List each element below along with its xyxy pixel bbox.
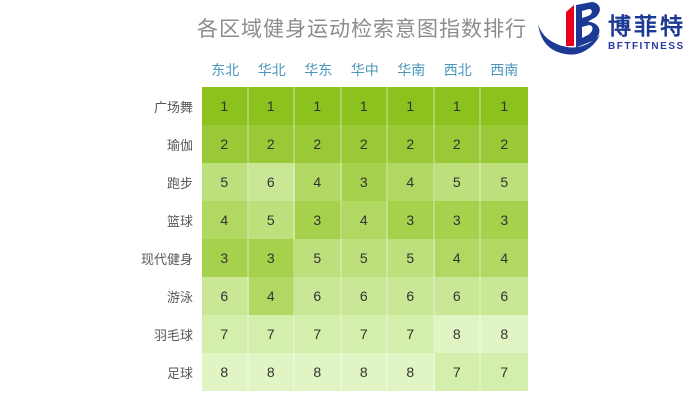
heatmap-cell: 7 [388, 315, 435, 353]
heatmap-cell: 7 [434, 353, 481, 391]
heatmap-cell: 6 [388, 277, 435, 315]
heatmap-cell: 4 [481, 239, 528, 277]
heatmap-cell: 5 [434, 163, 481, 201]
heatmap-cell: 6 [434, 277, 481, 315]
column-header-region: 西南 [490, 61, 519, 78]
heatmap-cell: 3 [481, 201, 528, 239]
brand-name-cn: 博菲特 [608, 13, 686, 39]
heatmap-cell: 2 [202, 125, 249, 163]
column-header-region: 华南 [397, 61, 426, 78]
heatmap-cell: 3 [434, 201, 481, 239]
row-label-activity: 羽毛球 [153, 327, 193, 343]
heatmap-cell: 5 [481, 163, 528, 201]
heatmap-cell: 8 [434, 315, 481, 353]
heatmap-cell: 2 [481, 125, 528, 163]
heatmap-cell: 1 [388, 87, 435, 125]
row-label-activity: 足球 [166, 365, 193, 381]
column-header-region: 东北 [211, 61, 240, 78]
row-label-activity: 瑜伽 [166, 137, 193, 153]
heatmap-cell: 5 [388, 239, 435, 277]
heatmap-cell: 8 [248, 353, 295, 391]
brand-text: 博菲特 BFTFITNESS [608, 2, 686, 53]
heatmap-cell: 6 [202, 277, 249, 315]
heatmap-cell: 8 [295, 353, 342, 391]
heatmap-cell: 4 [388, 163, 435, 201]
heatmap-cell: 1 [295, 87, 342, 125]
heatmap-cell: 1 [202, 87, 249, 125]
heatmap-cell: 2 [434, 125, 481, 163]
heatmap-cell: 7 [295, 315, 342, 353]
heatmap-cell: 3 [248, 239, 295, 277]
heatmap-cell: 7 [481, 353, 528, 391]
column-header-region: 华东 [304, 61, 333, 78]
heatmap-cell: 2 [388, 125, 435, 163]
heatmap-cell: 4 [434, 239, 481, 277]
column-header-region: 华北 [257, 61, 286, 78]
heatmap-cell: 6 [341, 277, 388, 315]
brand-logo: 博菲特 BFTFITNESS [534, 2, 686, 56]
heatmap-cell: 6 [481, 277, 528, 315]
heatmap-cell: 7 [341, 315, 388, 353]
heatmap-cell: 1 [434, 87, 481, 125]
heatmap-cell: 1 [248, 87, 295, 125]
heatmap-cell: 3 [388, 201, 435, 239]
heatmap-cell: 4 [202, 201, 249, 239]
heatmap-corner-spacer [140, 57, 202, 87]
heatmap-cell: 7 [202, 315, 249, 353]
heatmap-cell: 5 [248, 201, 295, 239]
page-title: 各区域健身运动检索意图指数排行 [197, 18, 527, 41]
heatmap-cell: 3 [295, 201, 342, 239]
heatmap-cell: 8 [202, 353, 249, 391]
brand-logo-icon [538, 2, 600, 55]
heatmap-cell: 1 [341, 87, 388, 125]
heatmap-cell: 6 [248, 163, 295, 201]
heatmap-cell: 5 [295, 239, 342, 277]
heatmap-cell: 2 [295, 125, 342, 163]
row-label-activity: 篮球 [166, 213, 193, 229]
heatmap-cell: 6 [295, 277, 342, 315]
heatmap-cell: 7 [248, 315, 295, 353]
heatmap-cell: 4 [341, 201, 388, 239]
heatmap-cell: 3 [341, 163, 388, 201]
heatmap-cell: 4 [248, 277, 295, 315]
heatmap-cell: 8 [481, 315, 528, 353]
brand-name-en: BFTFITNESS [608, 41, 685, 52]
heatmap-cell: 4 [295, 163, 342, 201]
heatmap-cell: 2 [341, 125, 388, 163]
column-header-region: 西北 [443, 61, 472, 78]
column-header-region: 华中 [350, 61, 379, 78]
row-label-activity: 广场舞 [153, 99, 193, 115]
heatmap-cell: 5 [341, 239, 388, 277]
heatmap-cell: 8 [341, 353, 388, 391]
heatmap-cell: 8 [388, 353, 435, 391]
heatmap-cell: 3 [202, 239, 249, 277]
row-label-activity: 跑步 [166, 175, 193, 191]
heatmap-cell: 5 [202, 163, 249, 201]
heatmap-table: 东北 华北 华东 华中 华南 西北 西南 广场舞 1 1 1 1 1 1 1 瑜伽 2 2 2 2 2 2 2 跑步 5 6 4 3 4… [140, 57, 528, 391]
heatmap-cell: 2 [248, 125, 295, 163]
row-label-activity: 游泳 [166, 289, 193, 305]
heatmap-cell: 1 [481, 87, 528, 125]
row-label-activity: 现代健身 [140, 251, 193, 267]
